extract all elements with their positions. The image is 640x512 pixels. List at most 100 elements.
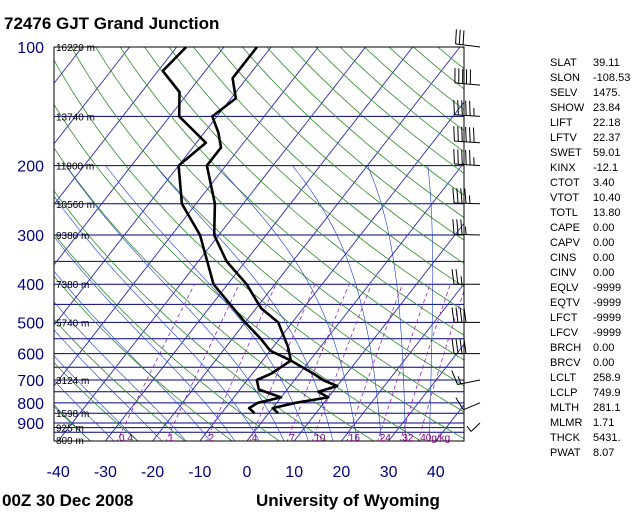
dry-adiabat [217, 47, 464, 264]
moist-adiabat [54, 329, 163, 441]
mixing-ratio-label: 32 [402, 433, 414, 444]
pressure-tick-label: 800 [17, 396, 44, 413]
index-value: 13.80 [593, 207, 621, 219]
mixing-ratio-line [165, 284, 240, 441]
dry-adiabat [144, 47, 464, 336]
moist-adiabat [54, 270, 211, 441]
mixing-ratio-label: 16 [349, 433, 361, 444]
index-label: LIFT [550, 117, 573, 129]
index-value: 1.71 [593, 417, 614, 429]
isotherm-line [246, 162, 464, 441]
mixing-ratio-line [206, 284, 277, 441]
index-label: SLON [550, 72, 580, 84]
dry-adiabat [193, 47, 464, 288]
index-label: KINX [550, 162, 576, 174]
temperature-tick-label: 40 [427, 464, 445, 481]
pressure-tick-label: 900 [17, 416, 44, 433]
mixing-ratio-line [286, 284, 350, 441]
index-label: PWAT [550, 447, 581, 459]
moist-adiabat [154, 165, 334, 441]
wind-barb [451, 338, 480, 355]
dry-adiabat [119, 47, 464, 361]
index-label: SLAT [550, 57, 577, 69]
isotherm-line [54, 47, 272, 327]
isotherm-line [104, 47, 414, 441]
moist-adiabat [54, 355, 139, 441]
wind-barb [453, 149, 481, 167]
temperature-axis: -40 -30 -20 -10 0 10 20 30 40 [47, 464, 445, 481]
wind-barb [451, 370, 481, 386]
index-label: CTOT [550, 177, 580, 189]
height-label: 10560 m [56, 200, 95, 211]
chart-title: 72476 GJT Grand Junction [4, 14, 219, 33]
index-value: 10.40 [593, 192, 621, 204]
dry-adiabat [54, 103, 422, 441]
mixing-ratio-label: 2 [208, 433, 214, 444]
index-label: BRCH [550, 342, 581, 354]
dry-adiabat [54, 147, 375, 441]
moist-adiabat [367, 165, 406, 441]
mixing-ratio-label: 24 [380, 433, 392, 444]
isotherm-line [340, 283, 464, 441]
pressure-tick-label: 100 [17, 40, 44, 57]
index-label: SHOW [550, 102, 585, 114]
dry-adiabat [54, 362, 139, 441]
dry-adiabat [54, 190, 328, 441]
height-label: 9380 m [56, 231, 89, 242]
wind-barb [466, 422, 481, 432]
mixing-ratio-line [116, 284, 195, 441]
mixing-ratio-labels: 0.4 1 2 4 7 10 16 24 32 40g/kg [119, 433, 450, 444]
index-label: CAPV [550, 237, 581, 249]
index-value: -12.1 [593, 162, 618, 174]
moist-adiabat [217, 165, 358, 441]
isotherm-line [54, 47, 130, 145]
index-value: 39.11 [593, 57, 620, 69]
pressure-tick-label: 700 [17, 373, 44, 390]
observation-time: 00Z 30 Dec 2008 [2, 491, 133, 510]
height-label: 809 m [56, 436, 84, 447]
wind-barb [451, 307, 480, 323]
dry-adiabat [54, 275, 233, 441]
wind-barb [452, 187, 481, 205]
index-label: MLTH [550, 402, 579, 414]
index-value: 1475. [593, 87, 621, 99]
index-label: LCLT [550, 372, 576, 384]
mixing-ratio-line [377, 284, 431, 441]
mixing-ratio-line [417, 289, 464, 441]
temperature-tick-label: -10 [188, 464, 211, 481]
mixing-ratio-label: 4 [252, 433, 258, 444]
index-label: CINS [550, 252, 576, 264]
isotherm-line [293, 222, 464, 441]
stability-indices: SLAT 39.11 SLON -108.53 SELV 1475. SHOW 23.84 LI… [550, 57, 630, 459]
dry-adiabat [54, 233, 281, 441]
index-value: 0.00 [593, 252, 614, 264]
index-label: SWET [550, 147, 582, 159]
temperature-tick-label: 30 [380, 464, 398, 481]
moist-adiabat [292, 165, 382, 441]
mixing-ratio-label: 40g/kg [420, 433, 450, 444]
height-label: 16220 m [56, 43, 95, 54]
height-label: 13740 m [56, 112, 95, 123]
index-value: 0.00 [593, 267, 614, 279]
temperature-tick-label: -40 [47, 464, 70, 481]
index-value: 3.40 [593, 177, 614, 189]
index-label: LCLP [550, 387, 578, 399]
wind-barb [451, 269, 480, 285]
isotherm-line [388, 343, 464, 441]
mixing-ratio-label: 0.4 [119, 433, 133, 444]
dry-adiabat [168, 47, 464, 312]
height-labels: 16220 m 13740 m 11900 m 10560 m 9380 m 7380 m… [56, 43, 95, 447]
dry-adiabat [54, 59, 464, 440]
index-value: 23.84 [593, 102, 621, 114]
index-value: -9999 [593, 282, 621, 294]
index-value: 22.18 [593, 117, 621, 129]
index-label: LFCV [550, 327, 579, 339]
dry-adiabat [241, 47, 464, 241]
mixing-ratio-line [346, 284, 403, 441]
isotherm-line [54, 47, 225, 266]
dry-adiabat [266, 47, 464, 219]
temperature-tick-label: -20 [141, 464, 164, 481]
index-label: LFTV [550, 132, 578, 144]
isotherm-line [199, 101, 464, 441]
isotherm-line [57, 47, 366, 441]
